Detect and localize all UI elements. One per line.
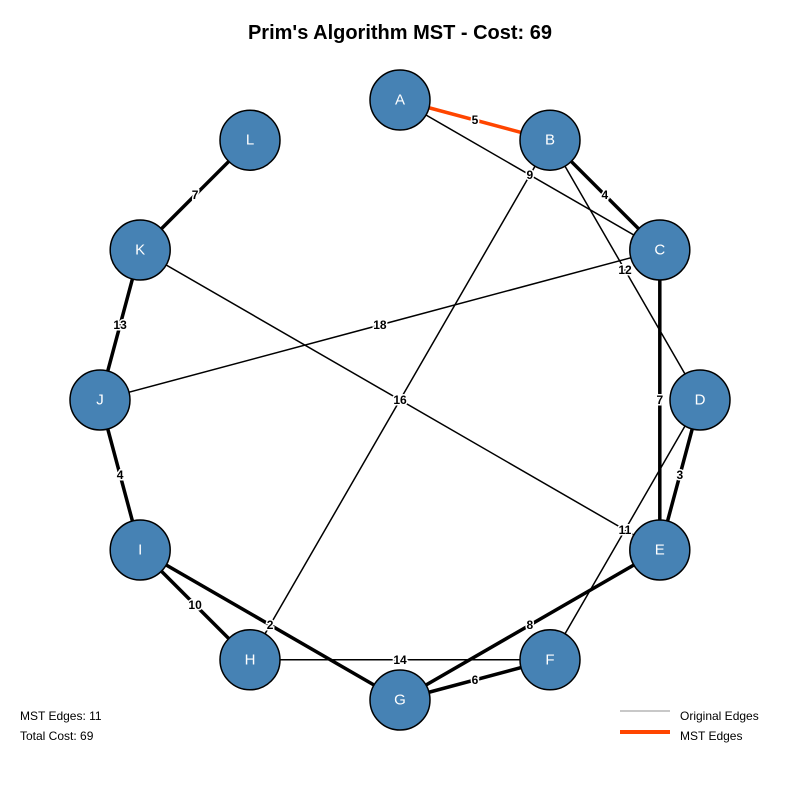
node-j: J bbox=[69, 369, 131, 431]
node-c: C bbox=[629, 219, 691, 281]
node-label: K bbox=[135, 242, 145, 259]
node-circle bbox=[519, 109, 581, 171]
node-circle bbox=[369, 669, 431, 731]
legend-original-label: Original Edges bbox=[680, 709, 759, 723]
node-label: A bbox=[395, 92, 405, 109]
node-circle bbox=[629, 519, 691, 581]
node-b: B bbox=[519, 109, 581, 171]
edge-weight-k-j: 13 bbox=[113, 318, 127, 332]
edge-weight-e-g: 8 bbox=[527, 618, 534, 632]
node-label: E bbox=[655, 542, 665, 559]
total-cost: Total Cost: 69 bbox=[20, 729, 94, 743]
node-label: G bbox=[394, 692, 406, 709]
node-label: J bbox=[96, 392, 104, 409]
edge-weight-h-f: 14 bbox=[393, 653, 407, 667]
edge-weight-i-g: 2 bbox=[267, 618, 274, 632]
edge-i-g bbox=[139, 548, 401, 702]
edge-weight-i-h: 10 bbox=[188, 598, 202, 612]
node-label: D bbox=[695, 392, 706, 409]
edge-weight-l-k: 7 bbox=[192, 188, 199, 202]
edge-weight-f-g: 6 bbox=[472, 673, 479, 687]
edge-b-d bbox=[549, 139, 701, 401]
node-label: I bbox=[138, 542, 142, 559]
node-label: F bbox=[545, 651, 554, 668]
node-label: L bbox=[246, 132, 254, 149]
node-circle bbox=[219, 629, 281, 691]
node-label: C bbox=[654, 242, 665, 259]
node-circle bbox=[109, 519, 171, 581]
edge-weight-c-e: 7 bbox=[656, 393, 663, 407]
edge-weight-b-h: 16 bbox=[393, 393, 407, 407]
weights-layer: 5 9 4 12 16 7 18 3 11 8 6 14 2 10 4 13 7 bbox=[112, 112, 685, 689]
node-circle bbox=[109, 219, 171, 281]
edge-weight-c-j: 18 bbox=[373, 318, 387, 332]
node-g: G bbox=[369, 669, 431, 731]
node-circle bbox=[669, 369, 731, 431]
node-l: L bbox=[219, 109, 281, 171]
edge-weight-d-e: 3 bbox=[677, 468, 684, 482]
node-e: E bbox=[629, 519, 691, 581]
edge-e-k bbox=[139, 249, 661, 551]
edge-weight-b-c: 4 bbox=[602, 188, 609, 202]
edge-weight-a-c: 9 bbox=[527, 168, 534, 182]
node-label: B bbox=[545, 132, 555, 149]
legend-mst-label: MST Edges bbox=[680, 729, 742, 743]
node-d: D bbox=[669, 369, 731, 431]
node-i: I bbox=[109, 519, 171, 581]
node-a: A bbox=[369, 69, 431, 131]
node-label: H bbox=[245, 651, 256, 668]
nodes-layer: A B C D E F G H I J K L bbox=[69, 69, 731, 731]
node-h: H bbox=[219, 629, 281, 691]
edge-weight-j-i: 4 bbox=[117, 468, 124, 482]
node-circle bbox=[629, 219, 691, 281]
legend: Original Edges MST Edges bbox=[620, 709, 759, 743]
node-k: K bbox=[109, 219, 171, 281]
edge-e-g bbox=[399, 548, 661, 702]
mst-edges-count: MST Edges: 11 bbox=[20, 709, 102, 723]
figure-title: Prim's Algorithm MST - Cost: 69 bbox=[248, 22, 552, 44]
node-f: F bbox=[519, 629, 581, 691]
edge-weight-b-d: 12 bbox=[618, 263, 632, 277]
edge-c-j bbox=[99, 249, 661, 401]
node-circle bbox=[219, 109, 281, 171]
edge-weight-d-f: 11 bbox=[619, 523, 632, 537]
node-circle bbox=[369, 69, 431, 131]
edge-weight-a-b: 5 bbox=[472, 113, 479, 127]
node-circle bbox=[519, 629, 581, 691]
node-circle bbox=[69, 369, 131, 431]
